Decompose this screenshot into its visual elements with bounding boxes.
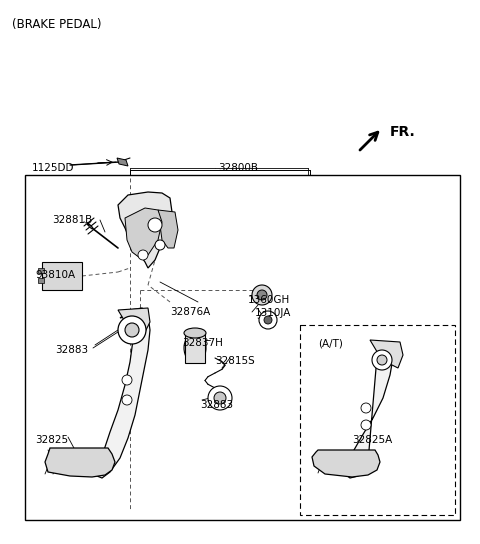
Circle shape xyxy=(138,250,148,260)
Circle shape xyxy=(148,218,162,232)
Circle shape xyxy=(377,355,387,365)
Circle shape xyxy=(155,240,165,250)
Text: 32837H: 32837H xyxy=(182,338,223,348)
Circle shape xyxy=(259,311,277,329)
Bar xyxy=(38,278,44,283)
Text: 32883: 32883 xyxy=(200,400,233,410)
Circle shape xyxy=(372,350,392,370)
Text: 32881B: 32881B xyxy=(52,215,92,225)
Text: 32825: 32825 xyxy=(35,435,68,445)
Polygon shape xyxy=(45,448,115,477)
Polygon shape xyxy=(117,158,128,166)
Circle shape xyxy=(257,290,267,300)
Bar xyxy=(185,333,205,363)
Text: (BRAKE PEDAL): (BRAKE PEDAL) xyxy=(12,18,101,31)
Bar xyxy=(38,268,44,273)
Circle shape xyxy=(264,316,272,324)
Polygon shape xyxy=(118,192,172,268)
Polygon shape xyxy=(42,262,82,290)
Polygon shape xyxy=(370,340,403,368)
Text: (A/T): (A/T) xyxy=(318,338,343,348)
Circle shape xyxy=(125,323,139,337)
Bar xyxy=(25,175,460,520)
Circle shape xyxy=(122,395,132,405)
Circle shape xyxy=(208,386,232,410)
Polygon shape xyxy=(125,208,162,258)
Text: 32800B: 32800B xyxy=(218,163,258,173)
Polygon shape xyxy=(345,345,393,478)
Circle shape xyxy=(361,420,371,430)
Text: 32815S: 32815S xyxy=(215,356,255,366)
Polygon shape xyxy=(158,210,178,248)
Text: 32825A: 32825A xyxy=(352,435,392,445)
Ellipse shape xyxy=(184,328,206,338)
Text: 1125DD: 1125DD xyxy=(32,163,74,173)
Text: 93810A: 93810A xyxy=(35,270,75,280)
Polygon shape xyxy=(95,308,150,478)
Text: 1360GH: 1360GH xyxy=(248,295,290,305)
Bar xyxy=(300,325,455,515)
Circle shape xyxy=(252,285,272,305)
Polygon shape xyxy=(118,308,150,332)
Text: 32876A: 32876A xyxy=(170,307,210,317)
Text: FR.: FR. xyxy=(390,125,416,139)
Text: 1310JA: 1310JA xyxy=(255,308,291,318)
Circle shape xyxy=(361,403,371,413)
Circle shape xyxy=(118,316,146,344)
Ellipse shape xyxy=(184,333,206,363)
Text: 32883: 32883 xyxy=(55,345,88,355)
Circle shape xyxy=(122,375,132,385)
Circle shape xyxy=(214,392,226,404)
Polygon shape xyxy=(312,450,380,477)
